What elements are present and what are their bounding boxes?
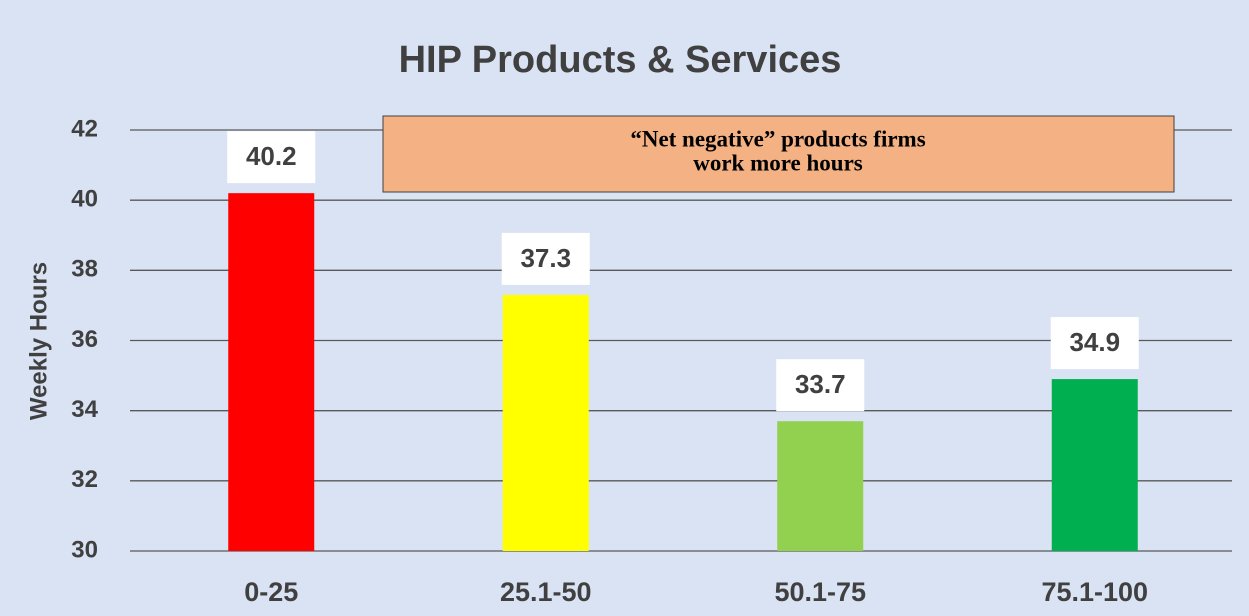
value-label-box: [776, 359, 865, 412]
annotation-text: work more hours: [693, 150, 863, 175]
bar: [502, 294, 589, 551]
value-label-box: [501, 232, 590, 285]
value-label: 37.3: [520, 243, 571, 273]
value-label: 40.2: [246, 141, 297, 171]
x-tick-label: 50.1-75: [774, 577, 866, 607]
bar: [228, 193, 315, 551]
bar: [1051, 379, 1138, 551]
x-tick-label: 0-25: [244, 577, 298, 607]
annotation-box: [382, 115, 1175, 193]
x-tick-label: 25.1-50: [500, 577, 592, 607]
y-tick-label: 40: [71, 186, 98, 213]
y-tick-label: 34: [71, 396, 98, 423]
value-label-box: [1050, 317, 1139, 370]
y-tick-label: 38: [71, 256, 98, 283]
y-tick-label: 32: [71, 466, 98, 493]
y-axis-label: Weekly Hours: [25, 262, 52, 420]
chart-title: HIP Products & Services: [399, 39, 842, 81]
bar: [777, 421, 864, 551]
y-tick-label: 42: [71, 115, 98, 142]
value-label-box: [227, 131, 316, 184]
y-tick-label: 30: [71, 536, 98, 563]
x-tick-label: 75.1-100: [1041, 577, 1148, 607]
y-tick-label: 36: [71, 326, 98, 353]
value-label: 33.7: [795, 369, 846, 399]
annotation-text: “Net negative” products firms: [630, 126, 925, 151]
value-label: 34.9: [1069, 327, 1120, 357]
